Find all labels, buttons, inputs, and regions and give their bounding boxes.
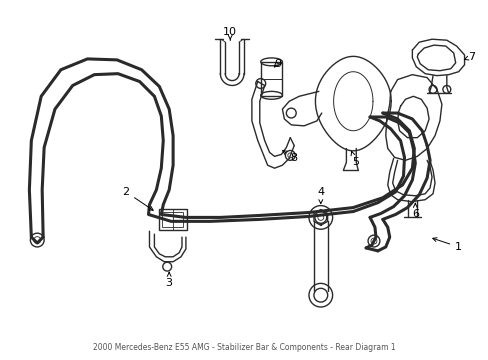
Text: 2000 Mercedes-Benz E55 AMG - Stabilizer Bar & Components - Rear Diagram 1: 2000 Mercedes-Benz E55 AMG - Stabilizer … xyxy=(93,343,394,352)
Text: 1: 1 xyxy=(432,238,461,252)
Text: 9: 9 xyxy=(273,59,281,69)
Text: 3: 3 xyxy=(165,273,172,288)
Text: 4: 4 xyxy=(317,187,324,203)
Text: 2: 2 xyxy=(122,187,153,210)
Bar xyxy=(260,62,282,96)
Text: 6: 6 xyxy=(411,203,418,220)
Text: 7: 7 xyxy=(464,52,474,62)
Text: 8: 8 xyxy=(282,150,297,163)
Text: 10: 10 xyxy=(223,27,237,40)
Text: 5: 5 xyxy=(350,152,358,167)
